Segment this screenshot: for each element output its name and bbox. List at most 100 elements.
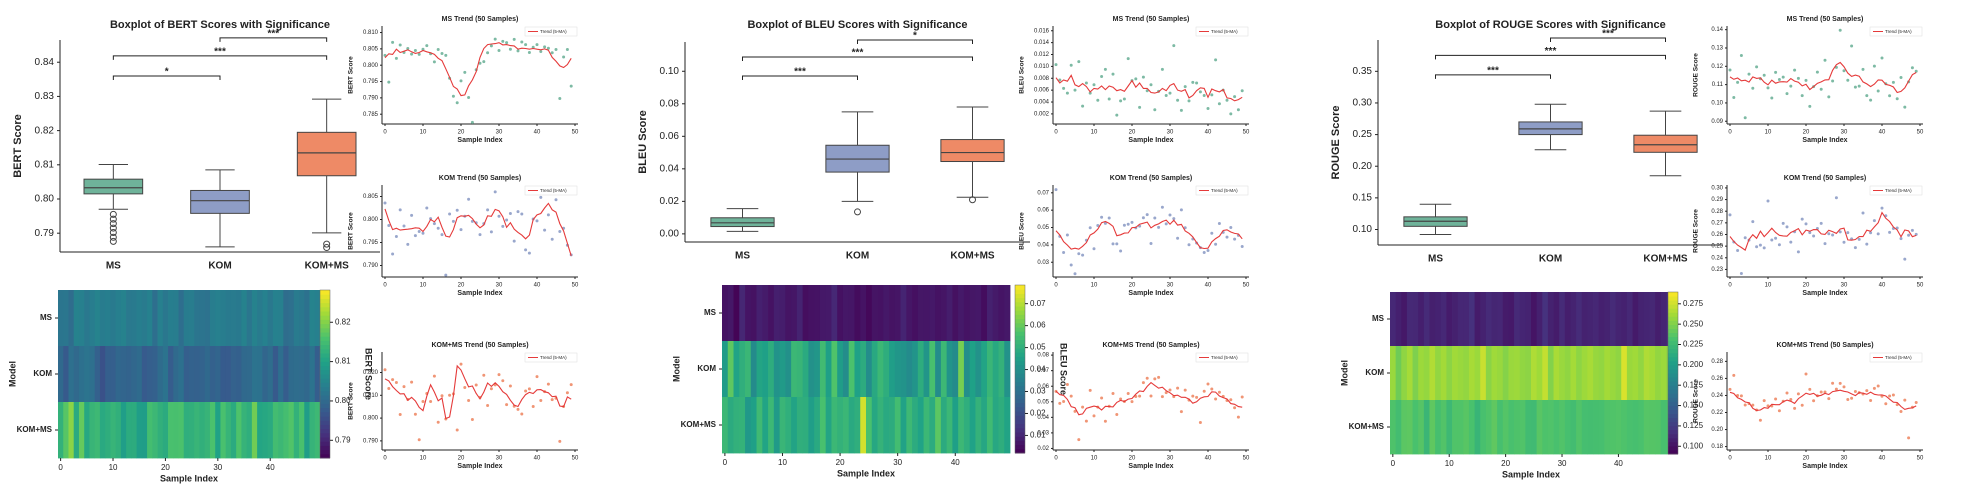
heatmap-cell: [278, 402, 284, 459]
sample-point: [1834, 387, 1838, 391]
sample-point: [398, 208, 402, 212]
colorbar-segment: [1015, 432, 1025, 437]
rouge-kommix-trend-chart: KOM+MS Trend (50 Samples) 0.18 0.20 0.22 0.2…: [1693, 342, 1924, 470]
heatmap-cell: [791, 341, 798, 398]
trend-title: MS Trend (50 Samples): [442, 16, 519, 23]
heatmap-cell: [157, 346, 164, 403]
heatmap-cell: [1418, 292, 1425, 347]
y-tick-label: 0.810: [363, 393, 379, 399]
sample-point: [554, 48, 558, 52]
sample-point: [1062, 399, 1066, 403]
sample-point: [516, 210, 520, 214]
heatmap-cell: [84, 346, 90, 403]
heatmap-cell: [791, 285, 798, 342]
heatmap-cell: [272, 346, 279, 403]
sample-point: [1819, 87, 1823, 91]
heatmap-cell: [115, 290, 122, 347]
heatmap-cell: [1593, 292, 1600, 347]
sample-point: [402, 385, 406, 389]
sample-point: [1145, 376, 1149, 380]
colorbar-segment: [320, 453, 330, 459]
heatmap-cell: [883, 285, 890, 342]
colorbar-segment: [1668, 425, 1678, 431]
sample-point: [1096, 98, 1100, 102]
heatmap-cell: [1485, 292, 1492, 347]
sample-point: [1065, 383, 1069, 387]
heatmap-cell: [1429, 292, 1436, 347]
y-tick-label: 0.785: [363, 112, 379, 118]
heatmap-cell: [1621, 400, 1628, 455]
x-tick-label: 40: [1205, 456, 1212, 462]
heatmap-cell: [871, 397, 878, 454]
heatmap-cell: [141, 290, 148, 347]
sample-point: [1069, 263, 1073, 267]
heatmap-cell: [1655, 400, 1662, 455]
legend-box: [1869, 26, 1923, 37]
heatmap-cell: [1474, 292, 1481, 347]
x-tick-label: 30: [496, 130, 503, 136]
sample-point: [425, 206, 429, 210]
sample-point: [1164, 391, 1168, 395]
category-label: MS: [735, 251, 750, 262]
heatmap-cell: [825, 285, 832, 342]
heatmap-cell: [199, 290, 206, 347]
sample-point: [1899, 409, 1903, 413]
sample-point: [1895, 97, 1899, 101]
sample-point: [1172, 44, 1176, 48]
heatmap-cell: [1480, 346, 1487, 401]
heatmap-cell: [1531, 292, 1538, 347]
outlier-point: [109, 224, 117, 232]
sample-point: [1202, 93, 1206, 97]
boxplot-title: Boxplot of BERT Scores with Significance: [110, 19, 330, 31]
sample-point: [1214, 58, 1218, 62]
x-tick-label: 10: [1091, 283, 1098, 289]
y-tick-label: 0.20: [1711, 427, 1723, 433]
heatmap-cell: [1536, 346, 1543, 401]
heatmap-cell: [1412, 292, 1419, 347]
y-tick-label: 0.800: [363, 63, 379, 69]
box-iqr: [710, 217, 775, 228]
colorbar-segment: [1015, 398, 1025, 404]
sample-point: [1755, 245, 1759, 249]
bracket-line: [1435, 74, 1551, 79]
x-axis-label: Sample Index: [1502, 469, 1560, 479]
sample-point: [1153, 216, 1157, 220]
heatmap-cell: [1519, 400, 1526, 455]
sample-point: [482, 373, 486, 377]
heatmap-cell: [935, 285, 942, 342]
sample-point: [565, 391, 569, 395]
sample-point: [459, 79, 463, 83]
heatmap-cell: [1542, 400, 1549, 455]
heatmap-cell: [883, 341, 890, 398]
sample-point: [467, 399, 471, 403]
heatmap-cell: [1660, 400, 1667, 455]
colorbar-segment: [1015, 335, 1025, 341]
y-tick-label: 0.23: [1711, 267, 1723, 273]
sample-point: [1739, 53, 1743, 57]
colorbar-segment: [1668, 344, 1678, 350]
heatmap-cell: [115, 346, 122, 403]
x-tick-label: 0: [58, 463, 63, 472]
heatmap-cell: [935, 397, 942, 454]
outlier-point: [109, 237, 117, 245]
heatmap-cell: [157, 402, 164, 459]
heatmap-cell: [1660, 346, 1667, 401]
y-tick-label: 0.11: [1712, 82, 1724, 88]
sample-point: [1774, 397, 1778, 401]
colorbar-segment: [1015, 436, 1025, 441]
colorbar-tick-label: 0.100: [1683, 441, 1704, 450]
y-tick-label: 0.81: [35, 159, 55, 170]
x-tick-label: 30: [1167, 130, 1174, 136]
heatmap-cell: [236, 402, 242, 459]
heatmap-cell: [267, 290, 274, 347]
sample-point: [1755, 65, 1759, 69]
sample-point: [455, 208, 459, 212]
sample-point: [1850, 396, 1854, 400]
heatmap-cell: [89, 290, 96, 347]
sample-point: [467, 96, 471, 100]
heatmap-cell: [819, 285, 827, 342]
significance-stars: ***: [1602, 29, 1614, 40]
sample-point: [1240, 244, 1244, 248]
x-tick-label: 50: [1917, 283, 1924, 289]
colorbar-segment: [320, 294, 330, 299]
